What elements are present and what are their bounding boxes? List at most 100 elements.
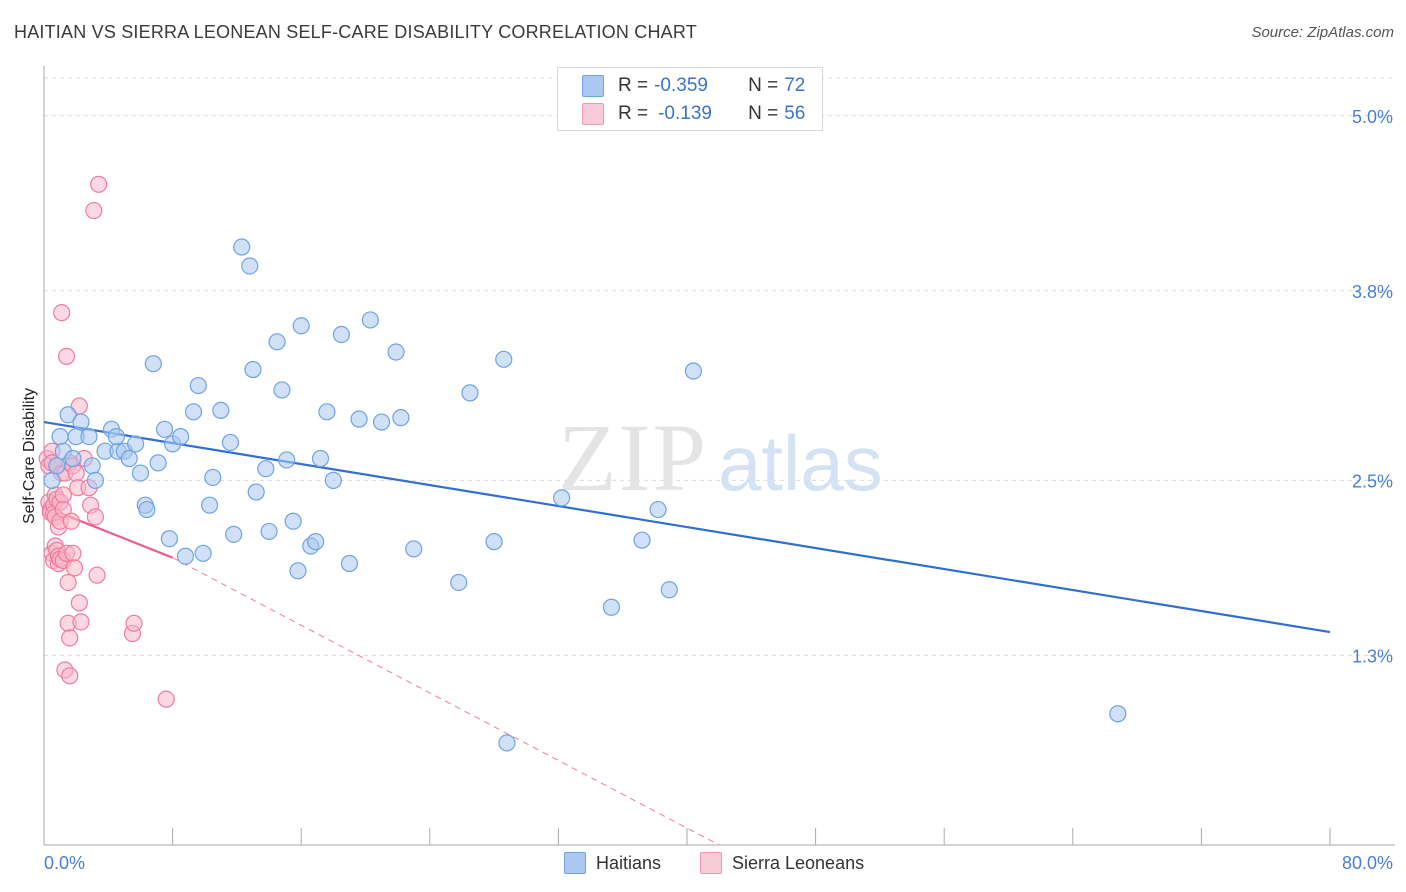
haitian-point: [184, 403, 203, 421]
haitian-point: [200, 496, 219, 514]
haitian-point: [498, 734, 516, 752]
haitian-point: [292, 317, 310, 335]
haitian-point: [660, 581, 678, 599]
sierra-leonean-point: [61, 667, 79, 685]
legend-r-label: R =: [618, 103, 649, 124]
haitian-point: [83, 457, 101, 475]
series-legend: Haitians Sierra Leoneans: [0, 852, 1406, 878]
haitian-point: [189, 376, 207, 395]
legend-label-haitians: Haitians: [596, 852, 662, 873]
haitian-point: [257, 460, 275, 478]
y-tick-label: 1.3%: [1352, 646, 1393, 666]
legend-r-value: -0.359: [654, 75, 708, 96]
sierra-leonean-point: [53, 304, 71, 322]
haitian-point: [212, 401, 230, 419]
haitian-point: [278, 451, 296, 469]
haitian-point: [289, 562, 307, 580]
sierra-leonean-point: [54, 500, 72, 519]
haitian-point: [149, 454, 167, 472]
haitian-point: [553, 489, 571, 507]
haitian-point: [131, 464, 150, 482]
haitian-point: [273, 381, 291, 399]
haitian-point: [684, 362, 703, 380]
haitian-point: [260, 522, 278, 541]
haitian-point: [51, 428, 69, 446]
haitian-point: [284, 512, 302, 530]
sierra-leonean-point: [72, 613, 90, 631]
x-tick-label: 0.0%: [44, 853, 85, 873]
sierra-leonean-point: [61, 629, 79, 647]
haitian-point: [233, 238, 251, 256]
haitian-point: [107, 428, 125, 446]
legend-swatch-sierra-leoneans: [700, 852, 722, 874]
haitian-point: [461, 384, 479, 402]
haitian-point: [138, 500, 156, 519]
haitian-point: [387, 343, 405, 361]
haitian-point: [72, 413, 90, 431]
haitian-point: [350, 410, 368, 428]
source-credit: Source: ZipAtlas.com: [1251, 24, 1394, 41]
haitian-point: [340, 554, 359, 573]
sierra-leonean-point: [67, 464, 85, 482]
legend-row-haitians: R = -0.359 N = 72: [582, 74, 805, 98]
haitian-point: [221, 433, 240, 452]
haitian-point: [247, 483, 265, 501]
haitian-point: [372, 413, 391, 431]
sierra-leonean-point: [90, 175, 108, 193]
sierra-leonean-point: [65, 559, 84, 577]
haitian-point: [244, 360, 262, 379]
haitian-point: [64, 449, 82, 468]
sierra-leonean-point: [59, 573, 77, 592]
legend-item-haitians[interactable]: Haitians: [564, 852, 661, 874]
legend-swatch-haitians: [564, 852, 586, 874]
haitian-point: [1109, 705, 1127, 723]
legend-swatch-haitians: [582, 75, 604, 97]
haitian-point: [405, 540, 423, 558]
sierra-leonean-point: [62, 512, 80, 530]
sierra-leonean-point: [86, 508, 105, 526]
haitian-trend-line: [43, 420, 1331, 634]
haitian-point: [144, 355, 162, 373]
haitian-point: [649, 500, 667, 519]
haitian-point: [318, 403, 336, 421]
haitian-point: [80, 428, 98, 446]
legend-n-label: N =: [748, 75, 779, 96]
legend-n-value: 72: [784, 75, 806, 96]
legend-r-label: R =: [618, 75, 649, 96]
haitian-point: [86, 471, 105, 489]
haitian-point: [361, 311, 379, 329]
haitian-point: [127, 435, 145, 453]
legend-swatch-sierra-leoneans: [582, 103, 604, 125]
haitian-point: [307, 533, 325, 551]
haitian-point: [120, 449, 138, 468]
haitian-point: [241, 257, 259, 275]
watermark-zip: ZIP: [558, 404, 708, 511]
haitian-point: [392, 409, 410, 427]
sierra-leonean-point: [157, 690, 175, 708]
haitian-point: [311, 449, 330, 468]
sierra-leonean-point: [88, 566, 106, 584]
haitian-point: [48, 457, 66, 475]
sierra-leonean-point: [64, 544, 82, 562]
haitian-point: [155, 420, 174, 438]
sierra-leonean-point: [70, 594, 88, 612]
haitian-point: [160, 530, 178, 548]
haitian-point: [172, 428, 190, 446]
data-points: [38, 175, 1127, 752]
y-tick-label: 5.0%: [1352, 107, 1393, 127]
haitian-point: [176, 547, 195, 565]
haitian-point: [332, 325, 350, 344]
y-axis-label: Self-Care Disability: [21, 388, 38, 524]
axis-labels: 1.3% 2.5% 3.8% 5.0% 0.0% 80.0% Self-Care Disab…: [21, 107, 1393, 873]
legend-item-sierra-leoneans[interactable]: Sierra Leoneans: [700, 852, 864, 874]
legend-r-value: -0.139: [658, 103, 712, 124]
haitian-point: [602, 598, 621, 616]
sierra-leonean-trend-extension: [172, 557, 720, 846]
legend-row-sierra-leoneans: R = -0.139 N = 56: [582, 102, 805, 126]
sierra-leonean-point: [57, 347, 76, 366]
sierra-leonean-point: [54, 486, 72, 504]
haitian-point: [268, 333, 286, 351]
haitian-point: [495, 350, 513, 368]
y-tick-label: 2.5%: [1352, 471, 1393, 491]
stats-legend: R = -0.359 N = 72 R = -0.139 N = 56: [557, 67, 823, 131]
